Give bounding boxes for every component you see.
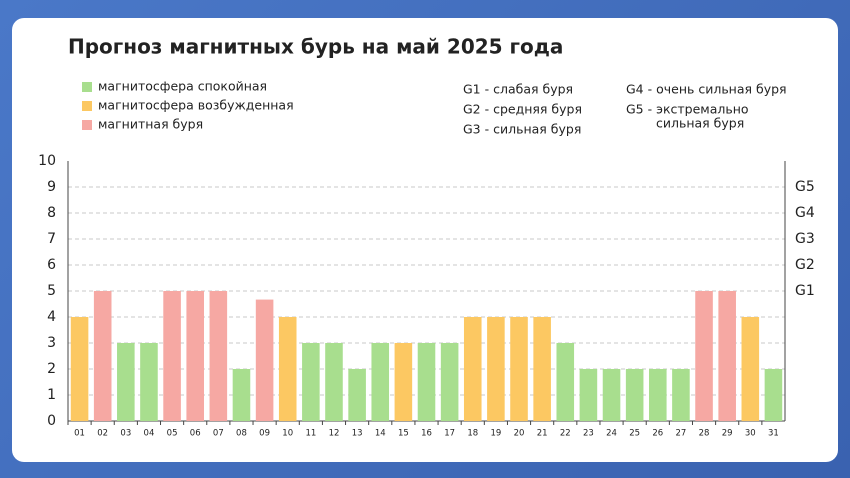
bar [579, 369, 598, 421]
bar [302, 343, 320, 421]
y-tick-label: 7 [47, 231, 56, 247]
x-tick-label: 19 [490, 429, 501, 439]
legend-swatch [82, 82, 92, 92]
bar [186, 291, 204, 421]
annotation: G4 - очень сильная буря [626, 82, 787, 97]
bar [695, 291, 713, 421]
y2-tick-label: G1 [795, 283, 815, 299]
x-tick-label: 27 [676, 429, 687, 439]
legend-swatch [82, 120, 92, 130]
annotation: G5 - экстремально [626, 102, 749, 117]
x-tick-label: 14 [375, 429, 386, 439]
annotation: G2 - средняя буря [463, 102, 582, 117]
bar [741, 317, 760, 421]
bar [93, 291, 112, 421]
x-tick-label: 28 [699, 429, 710, 439]
y-tick-label: 1 [47, 387, 56, 403]
bar [163, 291, 181, 421]
x-tick-label: 29 [722, 429, 733, 439]
x-tick-label: 18 [467, 429, 478, 439]
y-tick-label: 10 [38, 153, 56, 169]
legend-swatch [82, 101, 92, 111]
annotation: G3 - сильная буря [463, 122, 581, 137]
bar [232, 369, 251, 421]
annotation: сильная буря [656, 116, 744, 131]
x-tick-label: 30 [745, 429, 756, 439]
legend-label: магнитная буря [98, 117, 203, 132]
annotation: G1 - слабая буря [463, 82, 573, 97]
x-tick-label: 31 [768, 429, 779, 439]
x-tick-label: 25 [629, 429, 640, 439]
bar [325, 343, 343, 421]
bar [117, 343, 135, 421]
bar [718, 291, 736, 421]
x-tick-label: 12 [329, 429, 340, 439]
y-tick-label: 9 [47, 179, 56, 195]
x-tick-label: 08 [236, 429, 247, 439]
x-tick-label: 23 [583, 429, 594, 439]
bar [255, 299, 274, 421]
bar [510, 317, 528, 421]
y2-tick-label: G4 [795, 205, 815, 221]
x-tick-label: 26 [652, 429, 663, 439]
bar [487, 317, 505, 421]
y-tick-label: 5 [47, 283, 56, 299]
bar [209, 291, 228, 421]
y-tick-label: 6 [47, 257, 56, 273]
bar [371, 343, 390, 421]
bar [463, 317, 482, 421]
y-tick-label: 4 [47, 309, 56, 325]
x-tick-label: 04 [144, 429, 155, 439]
x-tick-label: 20 [514, 429, 525, 439]
x-tick-label: 06 [190, 429, 201, 439]
legend-label: магнитосфера спокойная [98, 79, 267, 94]
x-tick-label: 22 [560, 429, 571, 439]
bar [278, 317, 297, 421]
bar [348, 369, 366, 421]
x-tick-label: 01 [74, 429, 85, 439]
x-tick-label: 21 [537, 429, 548, 439]
legend-label: магнитосфера возбужденная [98, 98, 294, 113]
chart-title: Прогноз магнитных бурь на май 2025 года [68, 35, 563, 59]
x-tick-label: 16 [421, 429, 432, 439]
x-tick-label: 02 [97, 429, 108, 439]
y-tick-label: 0 [47, 413, 56, 429]
bar [394, 343, 413, 421]
bar [672, 369, 690, 421]
bar [649, 369, 667, 421]
y2-tick-label: G3 [795, 231, 815, 247]
y-tick-label: 3 [47, 335, 56, 351]
y2-tick-label: G5 [795, 179, 815, 195]
x-tick-label: 13 [352, 429, 363, 439]
x-tick-label: 03 [120, 429, 131, 439]
bar [764, 369, 783, 421]
bar [556, 343, 575, 421]
bar [417, 343, 436, 421]
x-tick-label: 24 [606, 429, 617, 439]
x-tick-label: 10 [282, 429, 293, 439]
x-tick-label: 05 [167, 429, 178, 439]
bar [70, 317, 89, 421]
bar [140, 343, 158, 421]
bar [533, 317, 551, 421]
bar [440, 343, 459, 421]
y2-tick-label: G2 [795, 257, 815, 273]
bar [602, 369, 621, 421]
bar [625, 369, 644, 421]
y-tick-label: 8 [47, 205, 56, 221]
x-tick-label: 17 [444, 429, 455, 439]
x-tick-label: 07 [213, 429, 224, 439]
y-tick-label: 2 [47, 361, 56, 377]
x-tick-label: 09 [259, 429, 270, 439]
x-tick-label: 11 [305, 429, 316, 439]
x-tick-label: 15 [398, 429, 409, 439]
